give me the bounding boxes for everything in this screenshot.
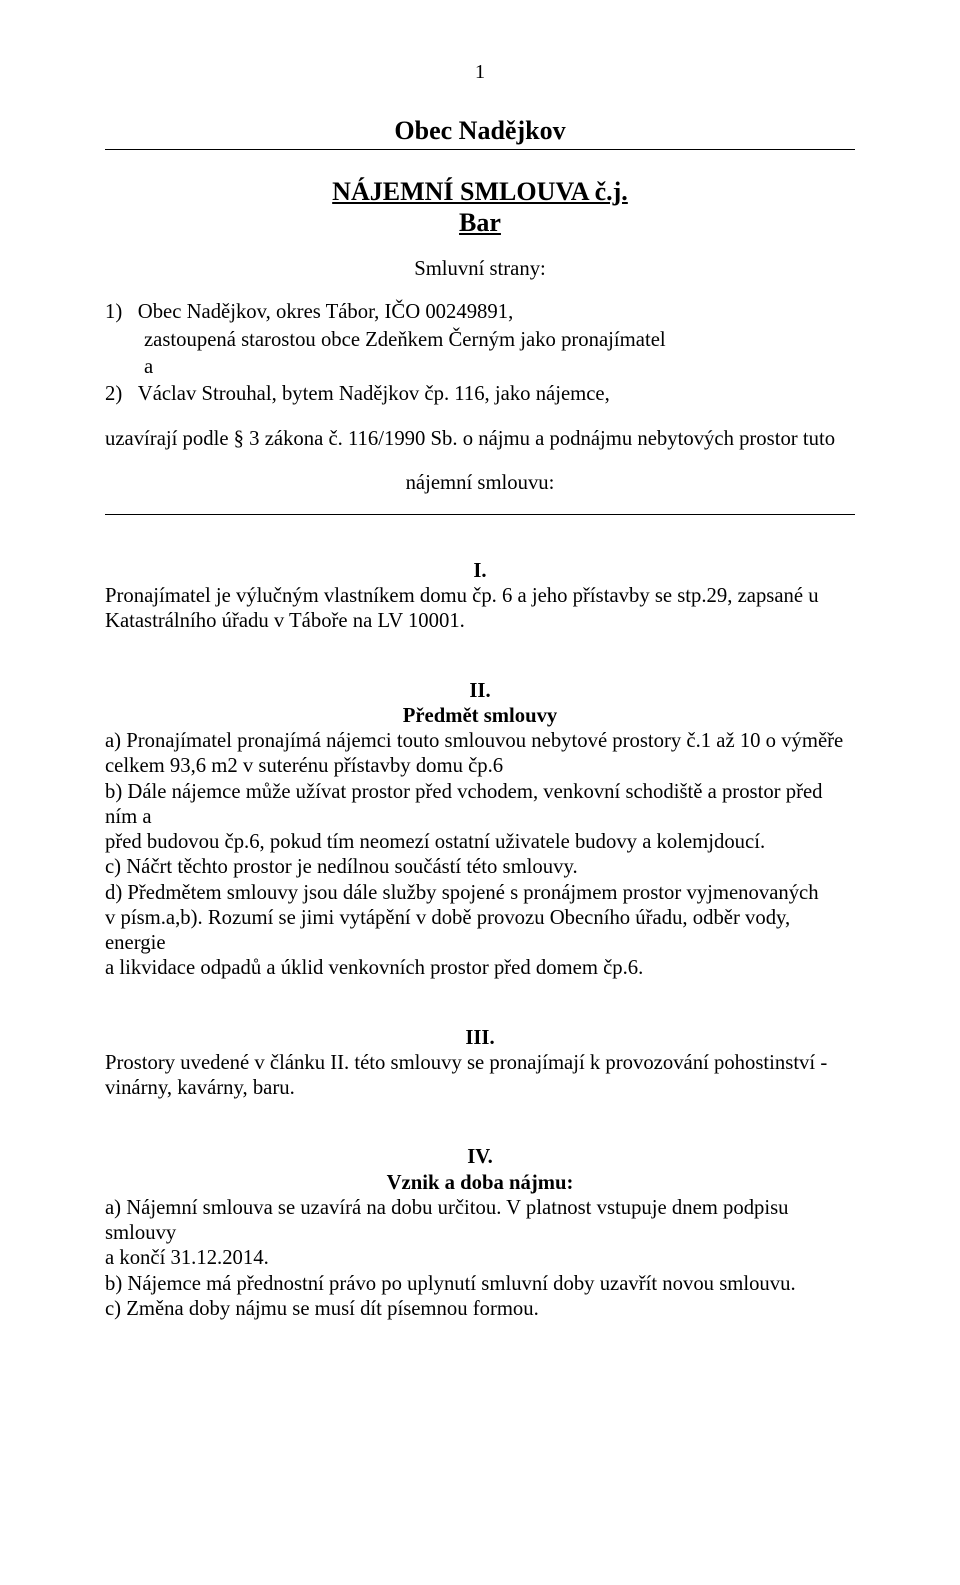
article-IV-c: c) Změna doby nájmu se musí dít písemnou… (105, 1297, 855, 1322)
article-II-title: Předmět smlouvy (105, 704, 855, 729)
article-II-num: II. (105, 679, 855, 704)
article-II-d-line1: d) Předmětem smlouvy jsou dále služby sp… (105, 881, 855, 906)
page-number: 1 (105, 60, 855, 85)
article-II-d-line3: a likvidace odpadů a úklid venkovních pr… (105, 956, 855, 981)
article-I-body: Pronajímatel je výlučným vlastníkem domu… (105, 584, 855, 635)
contract-title-line2: Bar (105, 207, 855, 239)
party-1-line1: 1) Obec Nadějkov, okres Tábor, IČO 00249… (105, 300, 855, 325)
party-1-text1: Obec Nadějkov, okres Tábor, IČO 00249891… (138, 301, 514, 323)
article-II-a-line1: a) Pronajímatel pronajímá nájemci touto … (105, 729, 855, 754)
party-2-line1: 2) Václav Strouhal, bytem Nadějkov čp. 1… (105, 382, 855, 407)
parties-caption: Smluvní strany: (105, 257, 855, 282)
party-2-text1: Václav Strouhal, bytem Nadějkov čp. 116,… (138, 383, 610, 405)
article-II-b-line2: před budovou čp.6, pokud tím neomezí ost… (105, 830, 855, 855)
party-1-marker: 1) (105, 301, 122, 323)
article-II-a-line2: celkem 93,6 m2 v suterénu přístavby domu… (105, 754, 855, 779)
article-IV-a-line1: a) Nájemní smlouva se uzavírá na dobu ur… (105, 1196, 855, 1247)
title-rule (105, 149, 855, 150)
article-II-d-line2: v písm.a,b). Rozumí se jimi vytápění v d… (105, 906, 855, 957)
connector-text: uzavírají podle § 3 zákona č. 116/1990 S… (105, 427, 855, 452)
article-IV-num: IV. (105, 1145, 855, 1170)
party-2-block: 2) Václav Strouhal, bytem Nadějkov čp. 1… (105, 382, 855, 407)
article-II-b-line1: b) Dále nájemce může užívat prostor před… (105, 780, 855, 831)
spacer (105, 409, 855, 427)
party-2-marker: 2) (105, 383, 122, 405)
party-1-line3: a (105, 355, 855, 380)
article-I-num: I. (105, 559, 855, 584)
municipality-title: Obec Nadějkov (105, 115, 855, 147)
article-II-c: c) Náčrt těchto prostor je nedílnou souč… (105, 855, 855, 880)
party-1-line2: zastoupená starostou obce Zdeňkem Černým… (105, 328, 855, 353)
connector-center: nájemní smlouvu: (105, 471, 855, 496)
article-III-num: III. (105, 1026, 855, 1051)
article-IV-b: b) Nájemce má přednostní právo po uplynu… (105, 1272, 855, 1297)
document-page: 1 Obec Nadějkov NÁJEMNÍ SMLOUVA č.j. Bar… (0, 0, 960, 1585)
body-rule (105, 514, 855, 515)
article-IV-a-line2: a končí 31.12.2014. (105, 1246, 855, 1271)
article-IV-title: Vznik a doba nájmu: (105, 1171, 855, 1196)
article-III-body: Prostory uvedené v článku II. této smlou… (105, 1051, 855, 1102)
contract-title-line1: NÁJEMNÍ SMLOUVA č.j. (105, 176, 855, 208)
party-1-block: 1) Obec Nadějkov, okres Tábor, IČO 00249… (105, 300, 855, 380)
